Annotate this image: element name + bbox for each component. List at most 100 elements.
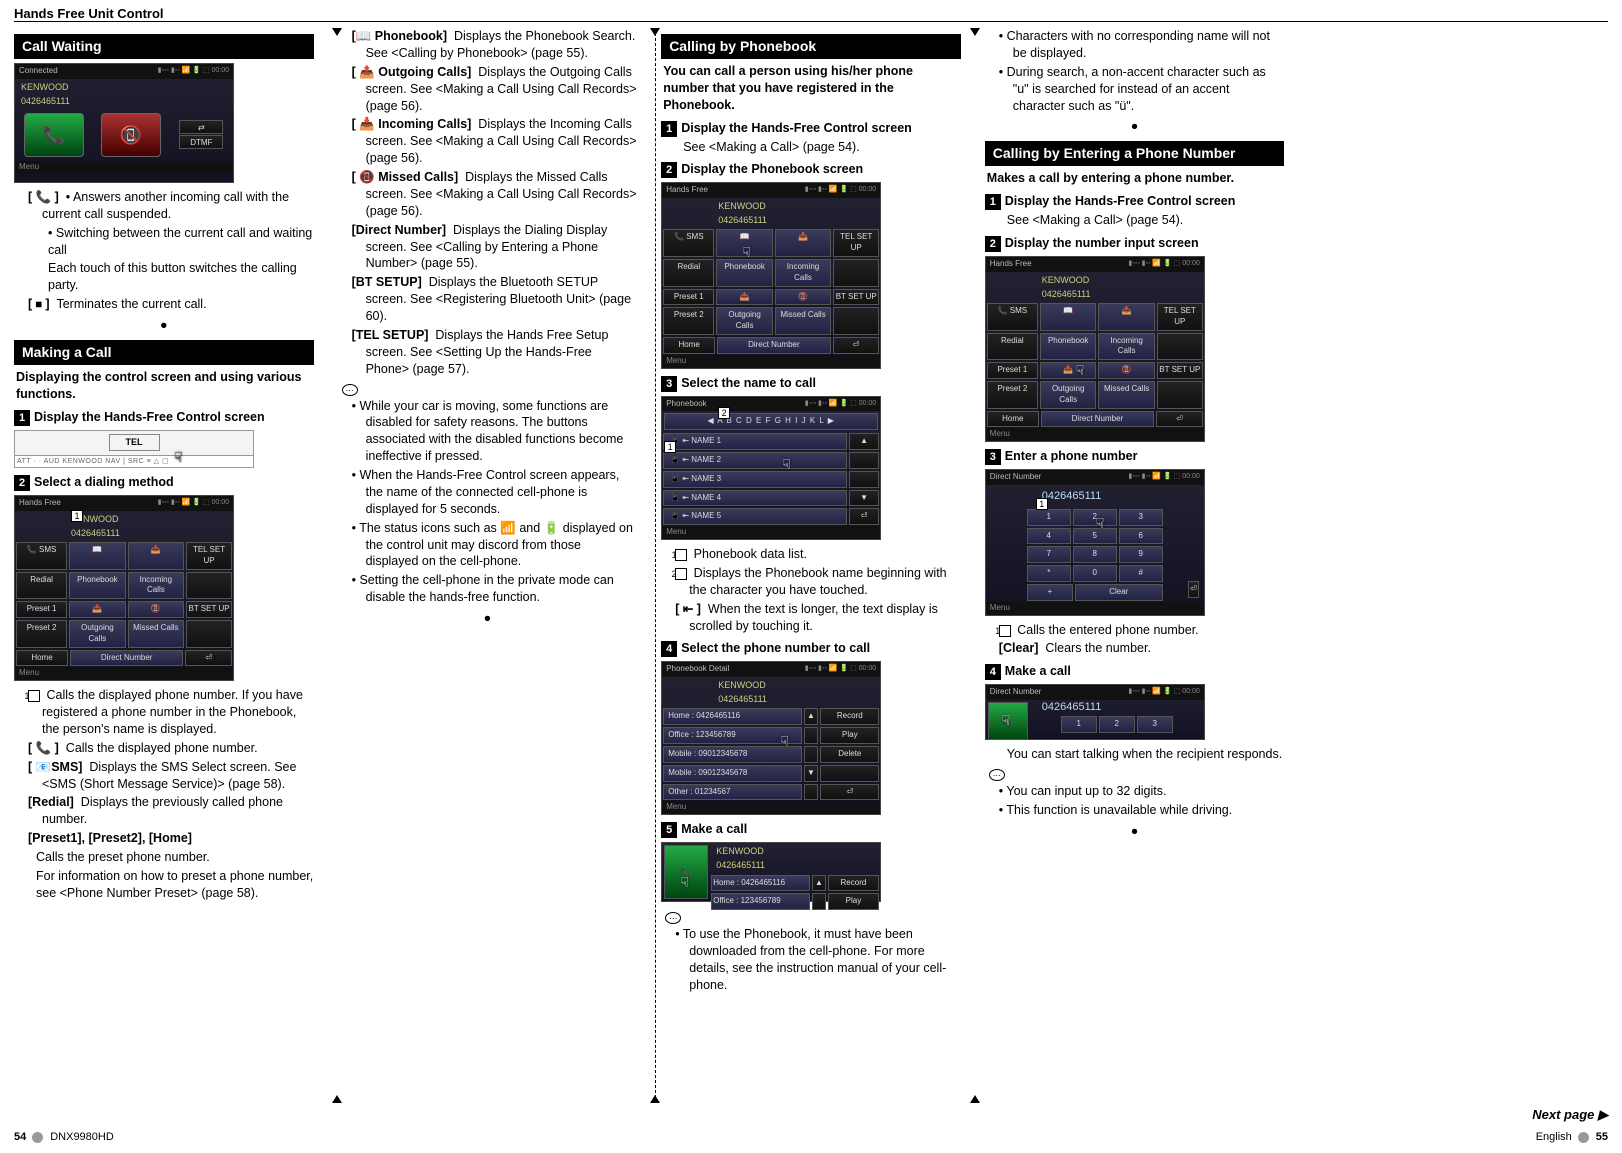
list-item[interactable]: Home : 0426465116 [711, 875, 810, 892]
keypad-2[interactable]: 2 [1073, 509, 1117, 526]
ui-button[interactable]: 📵 [1098, 362, 1154, 379]
incoming-icon-button[interactable]: 📥 [128, 542, 184, 570]
ui-button[interactable]: Preset 1 [987, 362, 1038, 379]
keypad-star[interactable]: * [1027, 565, 1071, 582]
keypad-9[interactable]: 9 [1119, 546, 1163, 563]
keypad-hash[interactable]: # [1119, 565, 1163, 582]
incoming-button[interactable]: Incoming Calls [128, 572, 184, 600]
keypad-1[interactable]: 1 [1061, 716, 1097, 733]
preset2-button[interactable]: Preset 2 [16, 620, 67, 648]
ui-button[interactable]: Phonebook [716, 259, 772, 287]
keypad-1[interactable]: 1 [1027, 509, 1071, 526]
missed-button[interactable]: Missed Calls [128, 620, 184, 648]
ui-button[interactable]: Preset 2 [663, 307, 714, 335]
record-button[interactable]: Record [820, 708, 879, 725]
keypad-3[interactable]: 3 [1137, 716, 1173, 733]
keypad-0[interactable]: 0 [1073, 565, 1117, 582]
call-button[interactable]: 📞 [988, 702, 1028, 740]
ui-button[interactable]: Missed Calls [1098, 381, 1154, 409]
list-item[interactable]: Home : 0426465116 [663, 708, 801, 725]
ui-button[interactable]: Direct Number [717, 337, 830, 354]
ui-button[interactable]: BT SET UP [833, 289, 879, 306]
ui-button[interactable]: Incoming Calls [1098, 333, 1154, 361]
ui-button[interactable]: ⏎ [833, 337, 880, 354]
outgoing-button[interactable]: Outgoing Calls [69, 620, 125, 648]
missed-icon-button[interactable]: 📵 [128, 601, 184, 618]
sms-button[interactable]: 📞 SMS [16, 542, 67, 570]
ui-button[interactable]: BT SET UP [1157, 362, 1203, 379]
ui-button[interactable]: 📤 [1040, 362, 1096, 379]
ui-button[interactable]: TEL SET UP [833, 229, 879, 257]
ui-button[interactable]: Direct Number [1041, 411, 1154, 428]
keypad-4[interactable]: 4 [1027, 528, 1071, 545]
outgoing-icon-button[interactable]: 📤 [69, 601, 125, 618]
dtmf-button[interactable]: DTMF [179, 135, 223, 149]
scroll[interactable] [804, 746, 819, 763]
ui-button[interactable]: 📥 [775, 229, 831, 257]
call-button[interactable]: 📞 [664, 845, 708, 899]
keypad-3[interactable]: 3 [1119, 509, 1163, 526]
scroll[interactable]: ▼ [804, 765, 819, 782]
ui-button[interactable]: Home [987, 411, 1039, 428]
ui-button[interactable]: TEL SET UP [1157, 303, 1203, 331]
list-item[interactable]: 📱 ⇤ NAME 5 [663, 508, 847, 525]
delete-button[interactable]: Delete [820, 746, 879, 763]
ui-button[interactable]: Outgoing Calls [716, 307, 772, 335]
ui-button[interactable]: Preset 2 [987, 381, 1038, 409]
phonebook-icon-button[interactable]: 📖 [69, 542, 125, 570]
phonebook-button[interactable]: Phonebook [69, 572, 125, 600]
clear-button[interactable]: Clear [1075, 584, 1163, 601]
scroll[interactable] [804, 784, 819, 801]
bt-setup-button[interactable]: BT SET UP [186, 601, 232, 618]
list-item[interactable]: 📱 ⇤ NAME 1 [663, 433, 847, 450]
back-button[interactable]: ⏎ [1188, 581, 1199, 598]
list-item[interactable]: 📱 ⇤ NAME 4 [663, 490, 847, 507]
play-button[interactable]: Play [820, 727, 879, 744]
list-item[interactable]: Office : 123456789 [711, 893, 810, 910]
scroll[interactable]: ▲ [804, 708, 819, 725]
scroll[interactable] [849, 471, 879, 488]
scroll[interactable]: ▼ [849, 490, 879, 507]
ui-button[interactable]: Record [828, 875, 880, 892]
ui-button[interactable]: 📖 [716, 229, 772, 257]
ui-button[interactable]: 📖 [1040, 303, 1096, 331]
ui-button[interactable]: Redial [663, 259, 714, 287]
list-item[interactable]: 📱 ⇤ NAME 2 [663, 452, 847, 469]
ui-button[interactable]: Phonebook [1040, 333, 1096, 361]
keypad-2[interactable]: 2 [1099, 716, 1135, 733]
tel-button[interactable]: TEL [109, 434, 160, 450]
list-item[interactable]: 📱 ⇤ NAME 3 [663, 471, 847, 488]
scroll[interactable]: ▲ [849, 433, 879, 450]
mute-button[interactable]: ⇄ [179, 120, 223, 134]
ui-button[interactable]: 📥 [1098, 303, 1154, 331]
list-item[interactable]: Office : 123456789 [663, 727, 801, 744]
ui-button[interactable]: Missed Calls [775, 307, 831, 335]
list-item[interactable]: Mobile : 09012345678 [663, 746, 801, 763]
keypad-6[interactable]: 6 [1119, 528, 1163, 545]
ui-button[interactable]: Outgoing Calls [1040, 381, 1096, 409]
ui-button[interactable]: Incoming Calls [775, 259, 831, 287]
hangup-button[interactable]: 📵 [101, 113, 161, 157]
keypad-7[interactable]: 7 [1027, 546, 1071, 563]
ui-button[interactable]: Preset 1 [663, 289, 714, 306]
ui-button[interactable]: 📤 [716, 289, 772, 306]
ui-button[interactable]: 📞 SMS [987, 303, 1038, 331]
redial-button[interactable]: Redial [16, 572, 67, 600]
back-button[interactable]: ⏎ [820, 784, 879, 801]
preset1-button[interactable]: Preset 1 [16, 601, 67, 618]
back-button[interactable]: ⏎ [185, 650, 232, 667]
letter-strip[interactable]: ◀ A B C D E F G H I J K L ▶ [664, 413, 878, 430]
ui-button[interactable]: 📞 SMS [663, 229, 714, 257]
tel-setup-button[interactable]: TEL SET UP [186, 542, 232, 570]
list-item[interactable]: Other : 01234567 [663, 784, 801, 801]
direct-number-button[interactable]: Direct Number [70, 650, 183, 667]
ui-button[interactable]: ⏎ [1156, 411, 1203, 428]
keypad-8[interactable]: 8 [1073, 546, 1117, 563]
ui-button[interactable]: Redial [987, 333, 1038, 361]
ui-button[interactable]: 📵 [775, 289, 831, 306]
ui-button[interactable]: Play [828, 893, 880, 910]
scroll[interactable] [849, 452, 879, 469]
keypad-plus[interactable]: + [1027, 584, 1073, 601]
home-button[interactable]: Home [16, 650, 68, 667]
back-button[interactable]: ⏎ [849, 508, 879, 525]
